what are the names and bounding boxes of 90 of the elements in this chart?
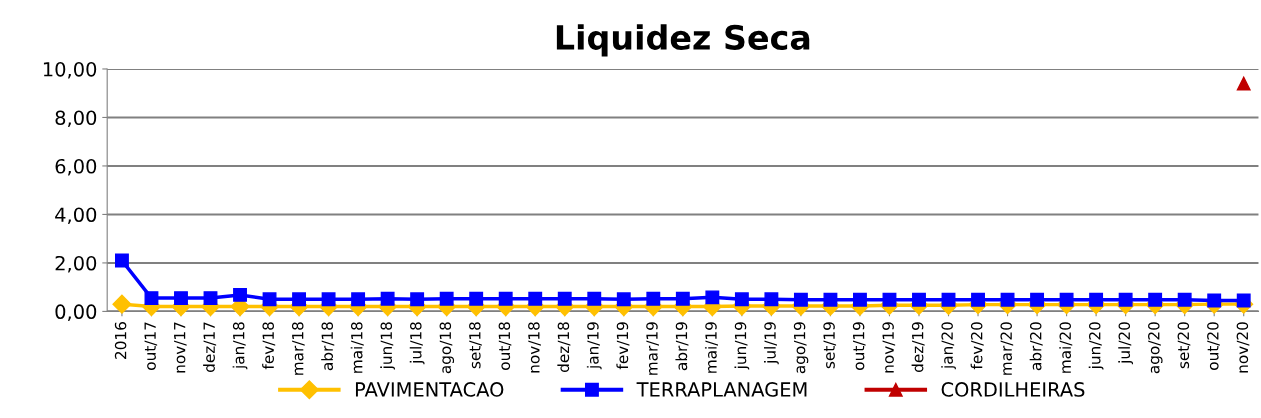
point	[1059, 292, 1074, 307]
x-tick-label: fev/18	[262, 322, 276, 370]
x-tick-label: set/19	[823, 322, 837, 369]
x-tick-label: ago/18	[439, 322, 455, 374]
point	[734, 292, 749, 307]
point	[1207, 293, 1222, 308]
point	[144, 291, 159, 306]
x-tick-label: nov/20	[1236, 322, 1250, 373]
point	[439, 291, 454, 306]
point	[675, 291, 690, 306]
point	[705, 290, 720, 305]
y-tick-label: 10,00	[43, 61, 97, 79]
point	[203, 291, 218, 306]
point	[941, 292, 956, 307]
point	[321, 292, 336, 307]
point	[351, 292, 366, 307]
point	[528, 291, 543, 306]
x-tick-label: jan/20	[941, 322, 956, 370]
x-tick-label: out/17	[144, 322, 158, 370]
point	[292, 292, 307, 307]
x-tick-label: set/18	[469, 322, 482, 369]
point	[971, 292, 985, 307]
point	[912, 292, 926, 307]
x-tick-label: abr/18	[321, 322, 335, 371]
point	[1177, 292, 1192, 307]
point	[646, 291, 661, 306]
x-tick-label: mar/18	[291, 322, 305, 375]
point	[557, 291, 572, 306]
x-tick-label: mar/20	[1000, 322, 1014, 375]
x-tick-label: abr/19	[675, 322, 689, 371]
chart-title: Liquidez Seca	[556, 24, 810, 57]
x-tick-label: 2016	[114, 322, 127, 359]
x-tick-label: mar/19	[646, 322, 659, 375]
point	[233, 287, 247, 302]
point	[793, 292, 808, 307]
x-tick-label: jan/18	[232, 322, 248, 370]
y-tick-label: 2,00	[55, 255, 97, 273]
x-tick-label: out/19	[852, 322, 866, 370]
point	[1089, 292, 1104, 307]
legend-label: TERRAPLANAGEM	[636, 382, 807, 397]
x-tick-label: dez/19	[911, 322, 925, 372]
x-tick-label: ago/20	[1148, 322, 1163, 374]
x-tick-label: out/18	[498, 322, 512, 370]
point	[853, 292, 867, 307]
x-tick-label: set/20	[1177, 322, 1191, 369]
point	[764, 292, 779, 307]
y-tick-label: 8,00	[55, 110, 97, 128]
point	[882, 292, 897, 307]
x-tick-label: nov/19	[882, 322, 896, 373]
x-tick-label: fev/20	[970, 322, 984, 370]
point	[1000, 292, 1015, 307]
point	[616, 292, 631, 307]
x-tick-label: nov/18	[528, 322, 541, 373]
x-tick-label: jun/18	[380, 322, 396, 370]
x-tick-label: abr/20	[1029, 322, 1043, 371]
x-tick-label: mai/19	[704, 322, 718, 373]
x-tick-label: ago/19	[793, 322, 809, 374]
x-tick-label: mai/18	[350, 322, 364, 373]
x-tick-label: jul/20	[1118, 322, 1134, 365]
x-tick-label: dez/18	[557, 322, 571, 372]
x-tick-label: jun/20	[1088, 322, 1104, 370]
point	[469, 291, 484, 306]
point	[1118, 292, 1133, 307]
point	[823, 292, 838, 307]
x-tick-label: jan/19	[586, 322, 602, 370]
x-tick-label: jul/19	[764, 322, 779, 365]
y-tick-label: 4,00	[55, 207, 97, 225]
point	[174, 291, 188, 306]
legend-label: CORDILHEIRAS	[941, 382, 1085, 397]
point	[1236, 76, 1251, 91]
x-tick-label: nov/17	[174, 322, 187, 373]
point	[498, 291, 513, 306]
point	[1148, 292, 1163, 307]
y-tick-label: 0,00	[55, 304, 97, 322]
point	[115, 253, 129, 268]
x-tick-label: dez/17	[203, 322, 217, 372]
x-tick-label: jul/18	[409, 322, 425, 365]
point	[112, 294, 132, 314]
point	[262, 292, 277, 307]
x-tick-label: jun/19	[734, 322, 750, 370]
point	[587, 291, 602, 306]
x-tick-label: mai/20	[1059, 322, 1073, 373]
legend-label: PAVIMENTACAO	[355, 382, 504, 397]
y-tick-label: 6,00	[55, 158, 97, 176]
point	[1030, 292, 1045, 307]
point	[410, 292, 425, 307]
x-tick-label: out/20	[1207, 322, 1220, 370]
point	[380, 291, 395, 306]
point	[1236, 293, 1251, 308]
x-tick-label: fev/19	[616, 322, 630, 370]
